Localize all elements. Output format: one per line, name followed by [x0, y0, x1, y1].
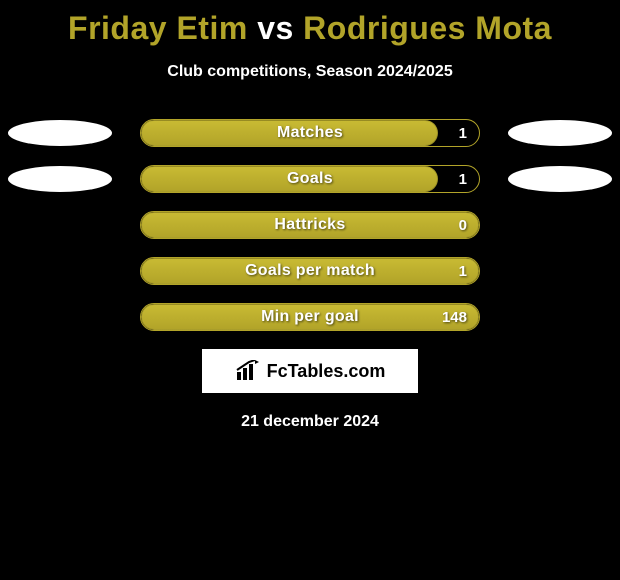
- stat-value: 0: [459, 212, 467, 238]
- player2-name: Rodrigues Mota: [303, 10, 552, 46]
- stat-row: Goals1: [0, 165, 620, 193]
- logo-text: FcTables.com: [267, 361, 386, 382]
- page-title: Friday Etim vs Rodrigues Mota: [0, 6, 620, 49]
- chart-icon: [235, 360, 261, 382]
- right-oval: [508, 120, 612, 146]
- stat-label: Goals: [141, 166, 479, 192]
- stat-label: Matches: [141, 120, 479, 146]
- vs-text: vs: [257, 10, 294, 46]
- subtitle: Club competitions, Season 2024/2025: [0, 63, 620, 81]
- stat-value: 148: [442, 304, 467, 330]
- stat-label: Min per goal: [141, 304, 479, 330]
- stat-value: 1: [459, 258, 467, 284]
- stats-chart: Matches1Goals1Hattricks0Goals per match1…: [0, 119, 620, 331]
- stat-row: Matches1: [0, 119, 620, 147]
- stat-value: 1: [459, 120, 467, 146]
- right-oval: [508, 166, 612, 192]
- stat-bar: Goals1: [140, 165, 480, 193]
- footer-date: 21 december 2024: [0, 413, 620, 431]
- player1-name: Friday Etim: [68, 10, 248, 46]
- stat-bar: Goals per match1: [140, 257, 480, 285]
- stat-bar: Min per goal148: [140, 303, 480, 331]
- stat-row: Goals per match1: [0, 257, 620, 285]
- stat-value: 1: [459, 166, 467, 192]
- stat-label: Hattricks: [141, 212, 479, 238]
- stat-bar: Hattricks0: [140, 211, 480, 239]
- logo-box: FcTables.com: [202, 349, 418, 393]
- stat-row: Hattricks0: [0, 211, 620, 239]
- left-oval: [8, 166, 112, 192]
- stat-label: Goals per match: [141, 258, 479, 284]
- stat-row: Min per goal148: [0, 303, 620, 331]
- left-oval: [8, 120, 112, 146]
- stat-bar: Matches1: [140, 119, 480, 147]
